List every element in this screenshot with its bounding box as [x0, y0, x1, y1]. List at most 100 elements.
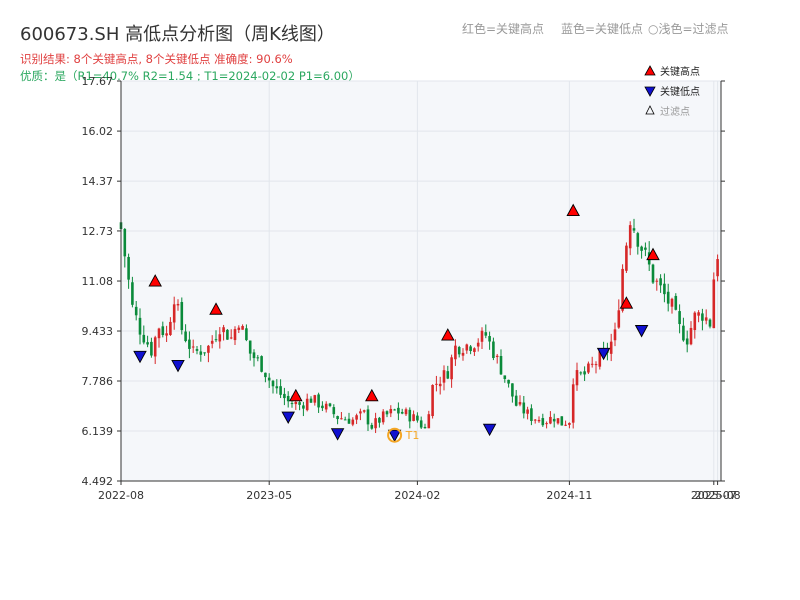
candle-body: [507, 379, 510, 384]
candle-body: [309, 398, 313, 403]
y-tick-label: 11.08: [82, 275, 114, 288]
candle-body: [400, 411, 404, 414]
candle-body: [286, 395, 290, 402]
candle-body: [560, 416, 564, 426]
candle-body: [651, 264, 655, 283]
candle-body: [180, 302, 184, 331]
candle-body: [435, 383, 438, 385]
candle-body: [518, 402, 522, 405]
key-high-marker: [209, 302, 223, 315]
key-high-marker: [289, 388, 303, 402]
candle-body: [370, 424, 374, 429]
legend-top-blue: 蓝色=关键低点: [561, 22, 643, 36]
candle-body: [351, 419, 355, 425]
candle-body: [176, 303, 180, 306]
candle-body: [294, 401, 298, 405]
candle-body: [590, 363, 594, 365]
candle-body: [214, 339, 218, 341]
candle-body: [716, 259, 719, 277]
y-tick-label: 17.67: [82, 75, 114, 88]
candle-body: [210, 340, 214, 344]
candle-body: [321, 405, 324, 409]
candle-body: [549, 416, 552, 424]
key-low-marker: [387, 429, 402, 443]
candle-body: [587, 363, 590, 373]
candle-body: [283, 393, 286, 399]
candle-body: [514, 395, 518, 406]
legend-filtered-label: 过滤点: [660, 105, 690, 118]
candle-body: [693, 312, 697, 331]
candle-body: [340, 418, 343, 420]
candle-body: [492, 341, 495, 359]
key-high-marker: [566, 203, 580, 217]
candle-body: [317, 394, 320, 408]
t1-label: T1: [405, 429, 420, 442]
candle-body: [298, 402, 301, 405]
candle-body: [343, 419, 347, 421]
candle-body: [541, 418, 545, 426]
legend-box: 关键高点 关键低点 过滤点: [644, 65, 700, 118]
candle-body: [127, 256, 130, 280]
candle-body: [397, 407, 400, 414]
candle-body: [545, 423, 548, 425]
candle-body: [636, 233, 640, 247]
candle-body: [264, 372, 267, 378]
candle-body: [704, 317, 708, 321]
candle-body: [222, 327, 225, 333]
candle-body: [465, 344, 469, 351]
candle-body: [640, 246, 643, 251]
candle-body: [701, 313, 704, 321]
quality-summary: 优质：是（R1=40.7% R2=1.54 ; T1=2024-02-02 P1…: [20, 69, 360, 83]
candle-body: [571, 384, 575, 423]
candle-body: [594, 364, 598, 366]
key-high-marker: [619, 296, 634, 309]
y-tick-label: 14.37: [82, 175, 114, 188]
candle-body: [484, 332, 488, 336]
candle-body: [446, 371, 450, 379]
candle-body: [229, 337, 233, 339]
result-summary: 识别结果: 8个关键高点, 8个关键低点 准确度: 90.6%: [20, 52, 293, 66]
candle-body: [305, 398, 309, 411]
candle-body: [324, 403, 328, 410]
axis-ticks: 4.492 6.139 7.786 9.433 11.08 12.73 14.37 16.02…: [82, 75, 741, 502]
legend-top-red: 红色=关键高点: [462, 21, 544, 36]
candle-body: [442, 370, 446, 383]
candle-body: [666, 291, 670, 304]
candle-body: [697, 312, 700, 316]
candle-body: [552, 418, 556, 422]
candle-body: [568, 422, 571, 425]
candles: [119, 218, 719, 434]
candle-body: [511, 383, 514, 397]
candle-body: [655, 280, 659, 282]
candle-body: [427, 414, 431, 429]
candle-body: [378, 417, 381, 423]
candle-body: [674, 295, 678, 310]
legend-filtered-icon: [645, 105, 655, 115]
candle-body: [226, 329, 229, 340]
key-low-marker: [171, 359, 185, 373]
key-high-marker: [365, 388, 379, 402]
candle-body: [712, 279, 716, 329]
y-tick-label: 7.786: [82, 375, 114, 388]
candle-body: [480, 330, 484, 342]
legend-low-icon: [644, 86, 656, 97]
candle-body: [161, 326, 165, 336]
candle-body: [625, 245, 628, 271]
candle-body: [131, 282, 134, 305]
candle-body: [150, 341, 153, 356]
key-low-marker: [596, 347, 611, 361]
candle-body: [404, 409, 408, 415]
candle-body: [355, 415, 358, 420]
candle-body: [663, 283, 666, 295]
candle-body: [233, 329, 237, 341]
candle-body: [153, 337, 157, 357]
candle-body: [328, 403, 332, 407]
candle-body: [473, 348, 476, 352]
candle-body: [362, 410, 366, 412]
candle-body: [583, 371, 586, 375]
candle-body: [495, 355, 499, 358]
candle-body: [359, 411, 362, 414]
key-low-marker: [482, 423, 497, 437]
candle-body: [123, 228, 127, 257]
